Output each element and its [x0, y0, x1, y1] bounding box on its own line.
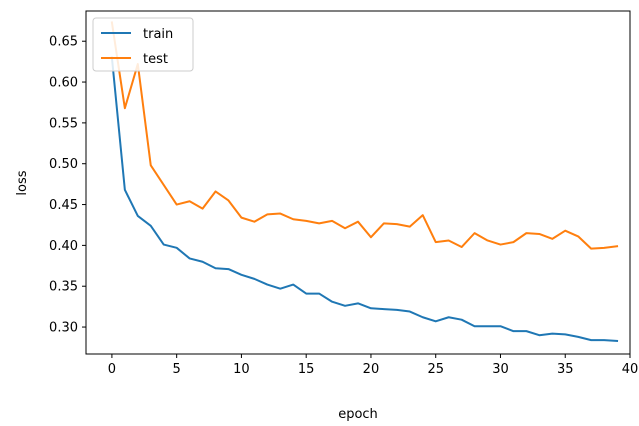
x-axis-label: epoch [338, 407, 378, 422]
x-tick-label: 0 [108, 362, 116, 377]
x-tick-label: 20 [363, 362, 380, 377]
x-tick-label: 25 [427, 362, 444, 377]
y-tick-label: 0.60 [49, 76, 78, 91]
legend-train-label: train [143, 27, 173, 42]
y-tick-label: 0.35 [49, 280, 78, 295]
y-tick-label: 0.50 [49, 157, 78, 172]
x-tick-label: 30 [492, 362, 509, 377]
legend-test-label: test [143, 52, 168, 67]
y-tick-label: 0.65 [49, 35, 78, 50]
y-tick-label: 0.55 [49, 116, 78, 131]
series-lines [110, 21, 619, 342]
x-tick-label: 5 [173, 362, 181, 377]
y-axis-ticks: 0.30 0.35 0.40 0.45 0.50 0.55 0.60 0.65 [49, 35, 86, 336]
y-tick-label: 0.45 [49, 198, 78, 213]
x-tick-label: 15 [298, 362, 315, 377]
series-line-test [110, 21, 619, 250]
x-tick-label: 40 [622, 362, 639, 377]
series-line-train [110, 56, 619, 342]
y-tick-label: 0.30 [49, 321, 78, 336]
y-axis-label: loss [15, 170, 30, 195]
x-axis-ticks: 0 5 10 15 20 25 30 35 40 [108, 354, 639, 377]
y-tick-label: 0.40 [49, 239, 78, 254]
x-tick-label: 35 [557, 362, 574, 377]
x-tick-label: 10 [233, 362, 250, 377]
legend: train test [92, 17, 194, 72]
